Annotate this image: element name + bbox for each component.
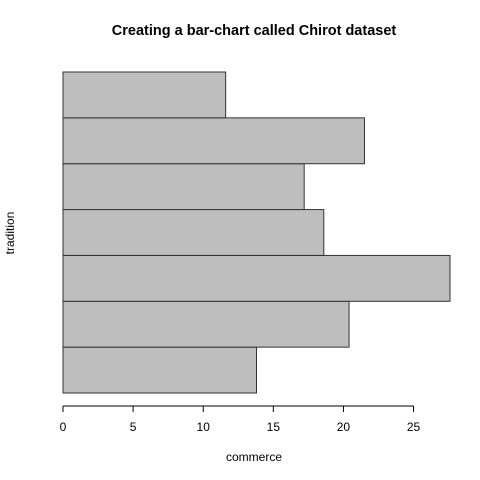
- x-tick-label-25: 25: [407, 420, 421, 434]
- bar-6: [62, 117, 365, 165]
- x-tick-label-10: 10: [197, 420, 211, 434]
- x-axis: 0 5 10 15 20 25: [60, 405, 421, 434]
- bar-1: [62, 346, 257, 394]
- bar-7: [62, 71, 227, 119]
- chart-title: Creating a bar-chart called Chirot datas…: [112, 23, 397, 39]
- x-tick-label-20: 20: [337, 420, 351, 434]
- x-tick-label-15: 15: [267, 420, 281, 434]
- y-axis-label: tradition: [3, 212, 17, 255]
- bar-4: [62, 209, 325, 256]
- bar-5: [62, 163, 305, 211]
- bar-2: [62, 300, 350, 348]
- bar-3: [62, 254, 451, 302]
- x-axis-label: commerce: [226, 450, 282, 464]
- x-tick-label-5: 5: [130, 420, 137, 434]
- x-tick-label-0: 0: [60, 420, 67, 434]
- bars-group: [62, 71, 451, 394]
